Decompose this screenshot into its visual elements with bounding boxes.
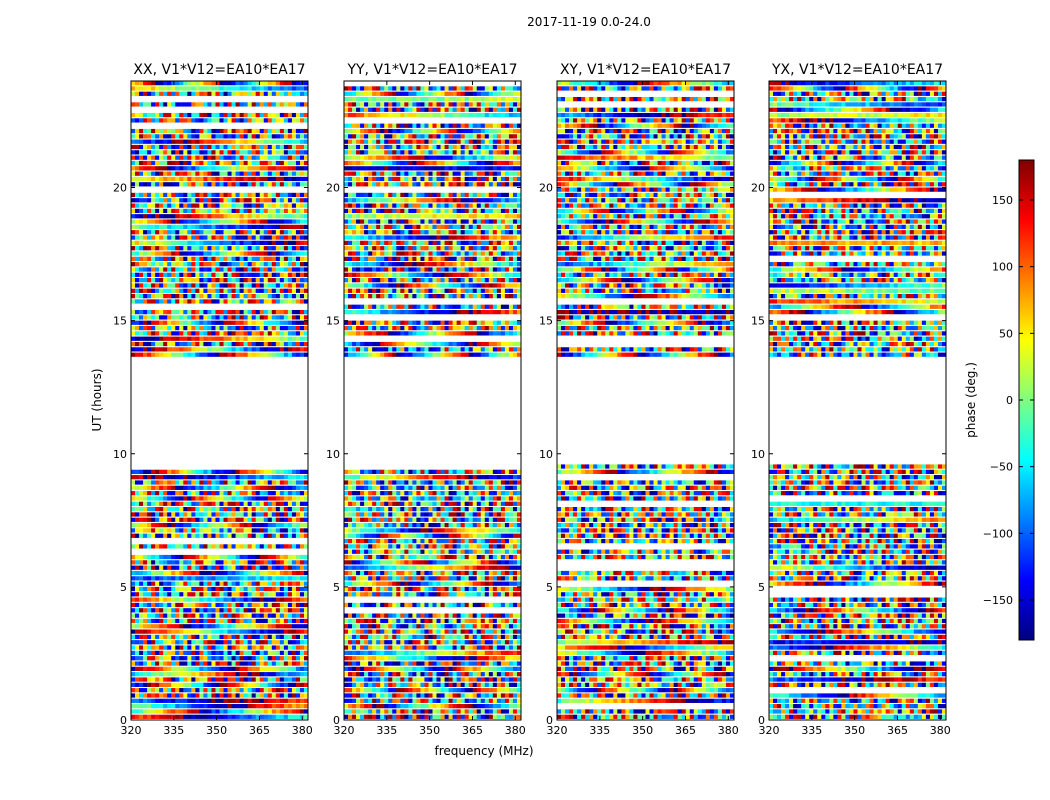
panel-yy: YY, V1*V12=EA10*EA17 320 335 350 365 380 0 5 10 1… bbox=[326, 62, 526, 737]
colorbar-tick-label: −150 bbox=[983, 594, 1013, 607]
y-tick-label: 15 bbox=[751, 315, 765, 328]
x-tick-label: 350 bbox=[632, 724, 653, 737]
panel-xy: XY, V1*V12=EA10*EA17 320 335 350 365 380 0 5 10 1… bbox=[539, 62, 739, 737]
x-tick-label: 320 bbox=[547, 724, 568, 737]
colorbar-label: phase (deg.) bbox=[964, 362, 978, 438]
x-tick-label: 365 bbox=[675, 724, 696, 737]
y-tick-label: 0 bbox=[546, 714, 553, 727]
x-tick-label: 335 bbox=[163, 724, 184, 737]
y-tick-label: 10 bbox=[113, 448, 127, 461]
panel-title: YX, V1*V12=EA10*EA17 bbox=[771, 62, 943, 78]
x-tick-label: 380 bbox=[718, 724, 739, 737]
y-tick-label: 20 bbox=[113, 182, 127, 195]
x-tick-label: 350 bbox=[844, 724, 865, 737]
figure-title: 2017-11-19 0.0-24.0 bbox=[527, 15, 651, 29]
x-tick-label: 335 bbox=[589, 724, 610, 737]
y-tick-label: 10 bbox=[751, 448, 765, 461]
panel-yx: YX, V1*V12=EA10*EA17 320 335 350 365 380 0 5 10 1… bbox=[751, 62, 951, 737]
y-tick-label: 15 bbox=[326, 315, 340, 328]
y-tick-label: 5 bbox=[120, 581, 127, 594]
x-tick-label: 320 bbox=[759, 724, 780, 737]
y-tick-label: 5 bbox=[758, 581, 765, 594]
colorbar-tick-label: −100 bbox=[983, 527, 1013, 540]
panel-title: YY, V1*V12=EA10*EA17 bbox=[346, 62, 517, 78]
panel-frame bbox=[556, 80, 735, 721]
panels-group: XX, V1*V12=EA10*EA17 320 335 350 365 380 0 5 10 1… bbox=[113, 62, 951, 737]
panel-title: XY, V1*V12=EA10*EA17 bbox=[560, 62, 731, 78]
x-tick-label: 365 bbox=[462, 724, 483, 737]
y-tick-label: 20 bbox=[751, 182, 765, 195]
y-tick-label: 15 bbox=[113, 315, 127, 328]
y-tick-label: 0 bbox=[333, 714, 340, 727]
x-tick-label: 350 bbox=[419, 724, 440, 737]
x-tick-label: 320 bbox=[121, 724, 142, 737]
phase-heatmap-yx bbox=[769, 81, 946, 720]
colorbar-tick-label: 0 bbox=[1006, 394, 1013, 407]
x-tick-label: 350 bbox=[206, 724, 227, 737]
colorbar-tick-label: 150 bbox=[992, 194, 1013, 207]
y-tick-label: 20 bbox=[326, 182, 340, 195]
y-tick-label: 0 bbox=[120, 714, 127, 727]
colorbar-ticks: 150 100 50 0 −50 −100 −150 bbox=[983, 194, 1034, 607]
panel-xx: XX, V1*V12=EA10*EA17 320 335 350 365 380 0 5 10 1… bbox=[113, 62, 313, 737]
y-tick-label: 20 bbox=[539, 182, 553, 195]
x-tick-label: 320 bbox=[334, 724, 355, 737]
y-tick-label: 0 bbox=[758, 714, 765, 727]
y-tick-label: 15 bbox=[539, 315, 553, 328]
phase-heatmap-yy bbox=[344, 81, 521, 720]
x-tick-label: 365 bbox=[249, 724, 270, 737]
panel-title: XX, V1*V12=EA10*EA17 bbox=[133, 62, 305, 78]
x-tick-label: 380 bbox=[292, 724, 313, 737]
x-tick-label: 380 bbox=[930, 724, 951, 737]
panel-frame bbox=[130, 80, 309, 721]
phase-heatmap-xy bbox=[557, 81, 734, 720]
x-tick-label: 380 bbox=[505, 724, 526, 737]
y-tick-label: 10 bbox=[326, 448, 340, 461]
y-axis-label: UT (hours) bbox=[90, 368, 104, 431]
x-tick-label: 335 bbox=[801, 724, 822, 737]
x-tick-label: 365 bbox=[887, 724, 908, 737]
x-tick-label: 335 bbox=[376, 724, 397, 737]
panel-frame bbox=[768, 80, 947, 721]
x-axis-label: frequency (MHz) bbox=[434, 744, 533, 758]
colorbar: 150 100 50 0 −50 −100 −150 phase (deg.) bbox=[964, 159, 1035, 641]
colorbar-tick-label: 100 bbox=[992, 261, 1013, 274]
phase-heatmap-xx bbox=[131, 81, 308, 720]
y-tick-label: 5 bbox=[333, 581, 340, 594]
panel-frame bbox=[343, 80, 522, 721]
colorbar-tick-label: 50 bbox=[999, 327, 1013, 340]
y-tick-label: 5 bbox=[546, 581, 553, 594]
colorbar-tick-label: −50 bbox=[990, 461, 1013, 474]
y-tick-label: 10 bbox=[539, 448, 553, 461]
